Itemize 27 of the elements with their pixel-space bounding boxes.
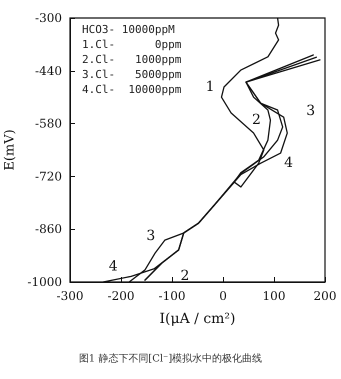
series-label: 1 (206, 79, 214, 96)
series-label: 2 (252, 112, 261, 128)
y-tick-label: -720 (35, 169, 62, 184)
x-tick-label: -200 (108, 289, 134, 303)
x-tick-label: -300 (56, 289, 84, 303)
annotation: 1.Cl- 0ppm (82, 38, 182, 51)
series-label: 3 (146, 228, 156, 244)
y-tick-label: -300 (35, 11, 62, 25)
text: 2 (180, 268, 190, 284)
x-tick-label: -100 (158, 289, 186, 303)
y-tick-label: -440 (35, 64, 62, 78)
y-tick-label: -860 (35, 222, 62, 236)
y-axis-title: E(mV) (2, 129, 18, 171)
annotation: 2.Cl- 1000ppm (82, 53, 182, 66)
text: 图1 静态下不同[Cl⁻]模拟水中的极化曲线 (78, 352, 262, 364)
x-tick-label: 200 (314, 289, 336, 303)
annotation: 3.Cl- 5000ppm (82, 68, 182, 81)
annotation: 4.Cl- 10000ppm (82, 83, 182, 96)
series-label: 4 (284, 155, 294, 172)
y-tick-label: -580 (35, 116, 62, 131)
x-tick-label: 0 (219, 289, 227, 303)
text: 3 (306, 102, 316, 119)
x-axis-title: I(μA / cm²) (159, 311, 236, 327)
y-tick-label: -1000 (27, 275, 62, 289)
annotation: HCO3- 10000ppM (82, 23, 176, 36)
text: 4 (108, 258, 118, 274)
x-tick-label: 100 (262, 289, 286, 303)
